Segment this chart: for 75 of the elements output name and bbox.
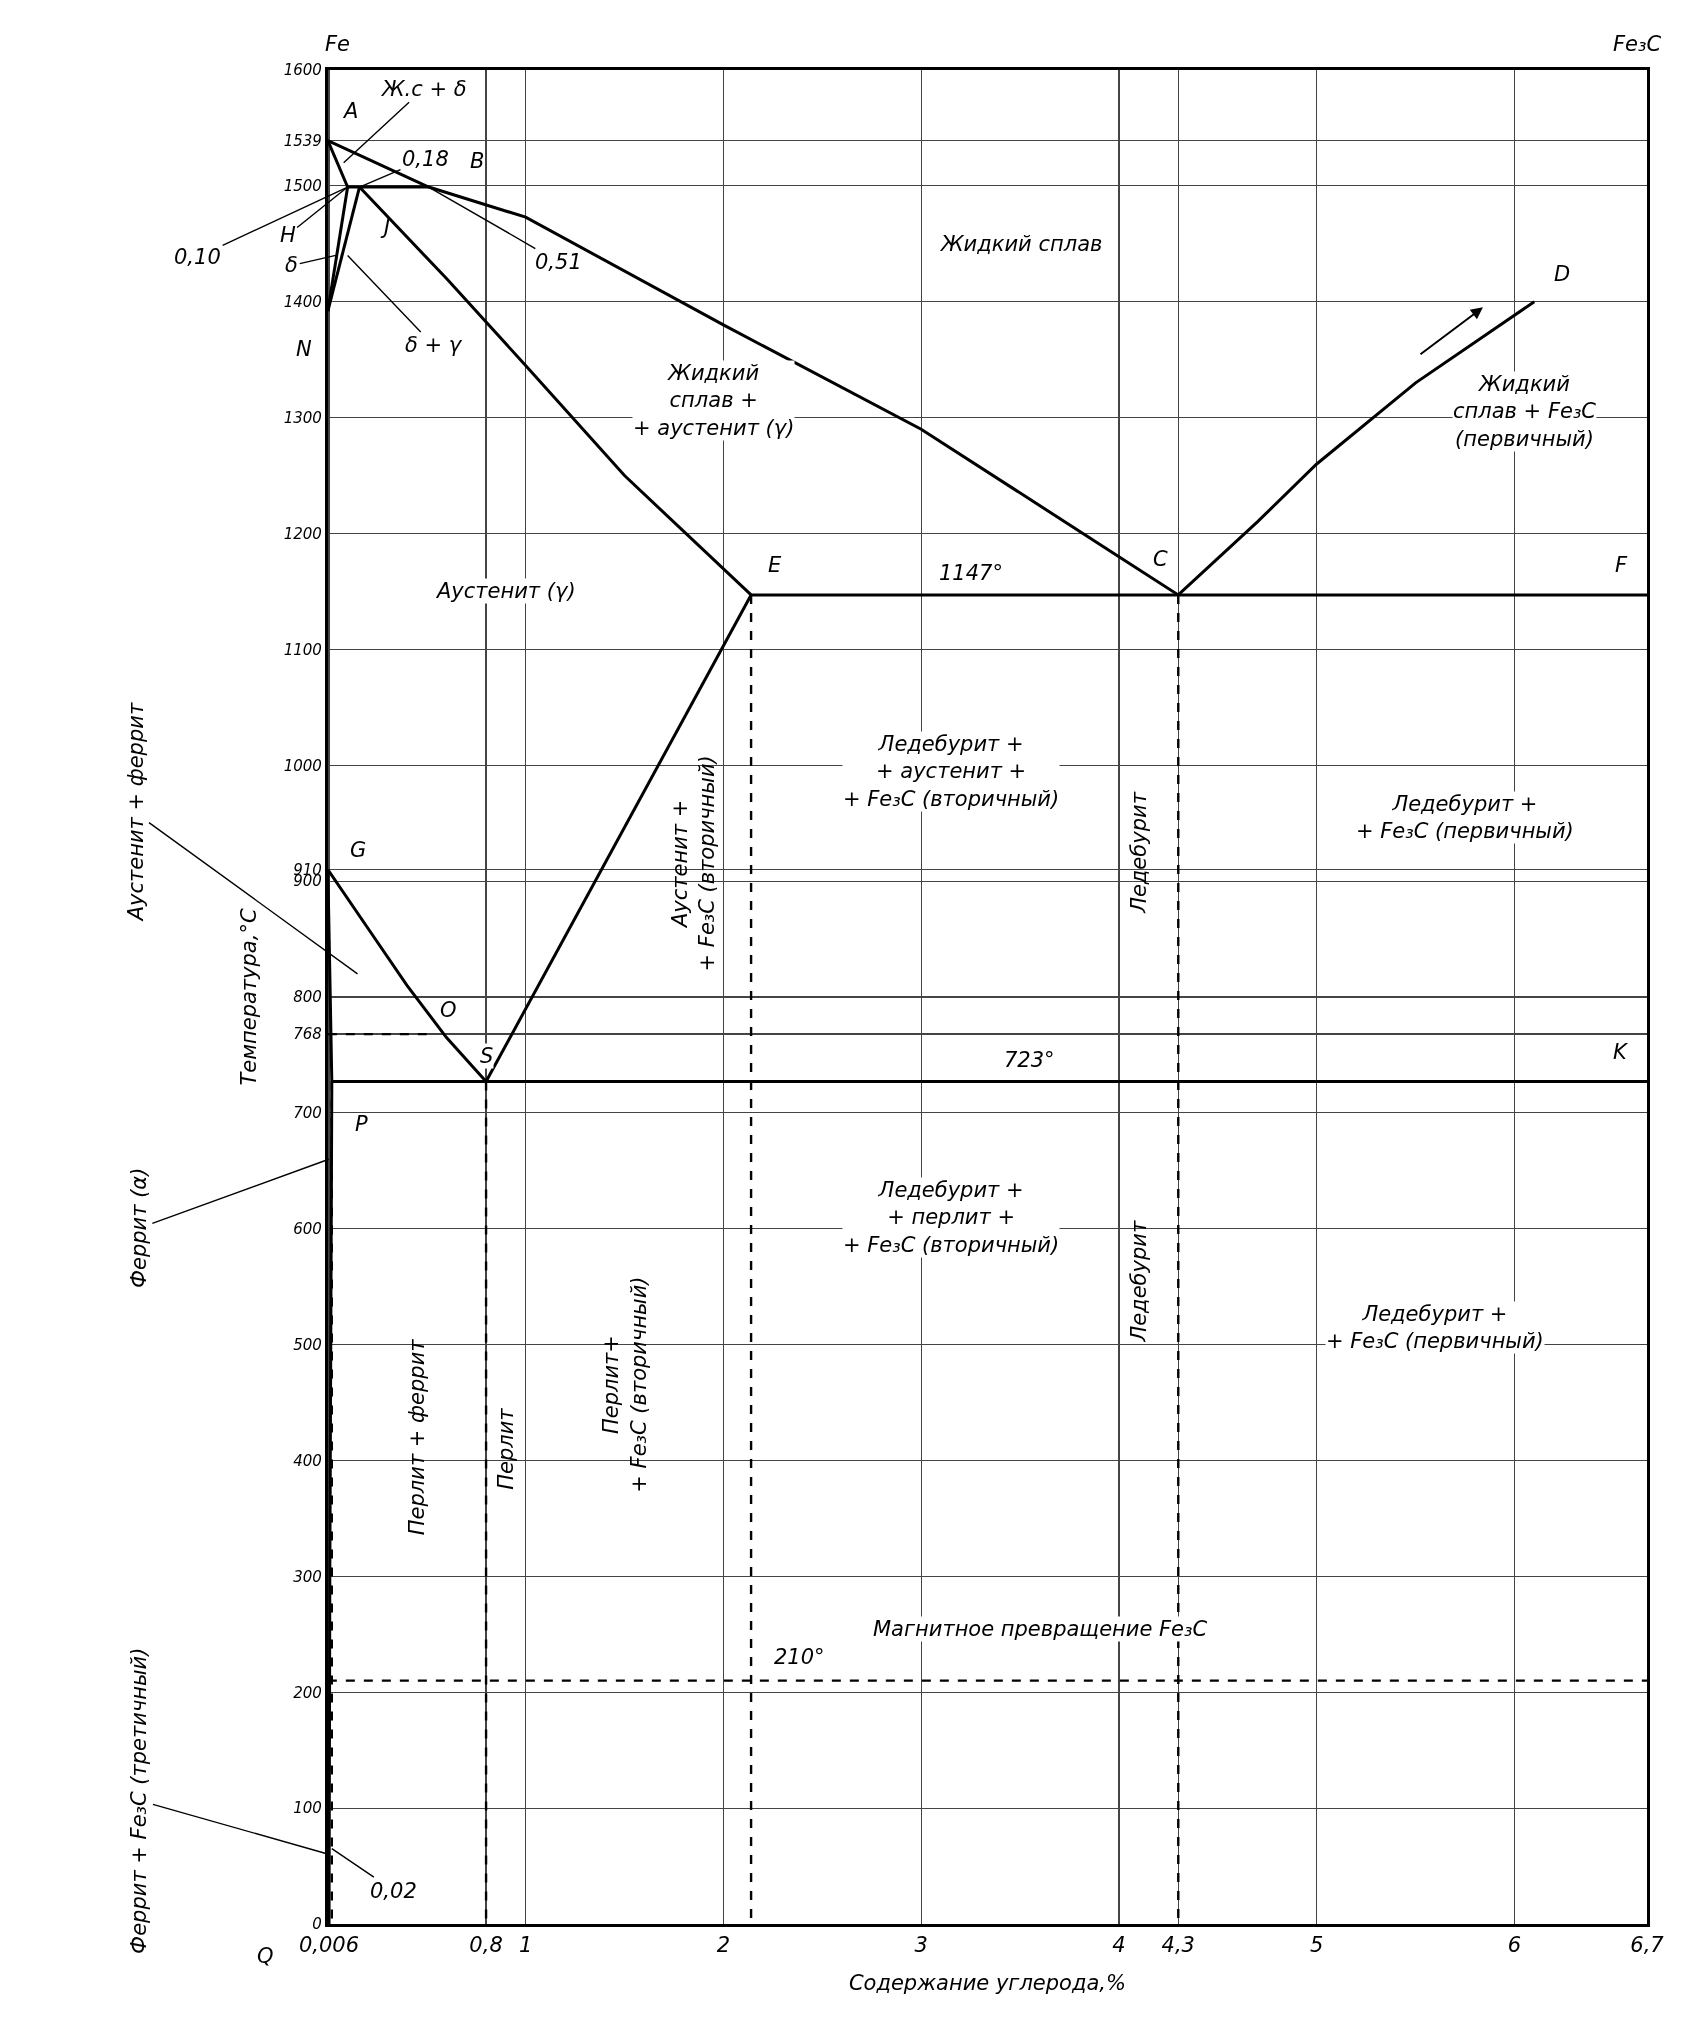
annotation: G [350, 838, 367, 862]
annotation: Ледебурит + + перлит + + Fe₃C (вторичный) [843, 1178, 1060, 1257]
y-tick-label: 200 [293, 1683, 322, 1702]
x-tick-label: 6,7 [1630, 1933, 1665, 1958]
annotation: Перлит+ + Fe₃C (вторичный) [599, 1276, 651, 1493]
y-tick-label: 1000 [283, 756, 322, 775]
annotation: 0,18 [402, 147, 449, 171]
annotation: D [1554, 262, 1571, 286]
annotation: F [1615, 553, 1628, 577]
annotation: Перлит + феррит [404, 1338, 429, 1536]
annotation: Ледебурит [1126, 1220, 1151, 1343]
annotation: Q [257, 1944, 274, 1968]
y-tick-label: 100 [293, 1799, 322, 1818]
y-tick-label: 1100 [283, 640, 322, 659]
y-tick-label: 600 [293, 1220, 322, 1238]
text: Fe [325, 32, 350, 56]
annotation: 723° [1004, 1048, 1055, 1072]
annotation: E [768, 553, 782, 577]
y-tick-label: 300 [293, 1567, 322, 1586]
annotation: Ж.с + δ [380, 77, 467, 101]
annotation: Ледебурит + + Fe₃C (первичный) [1356, 792, 1574, 844]
annotation: δ [285, 253, 298, 277]
annotation: J [380, 215, 391, 239]
x-tick-label: 6 [1507, 1933, 1522, 1958]
x-axis-title: Содержание углерода,% [848, 1971, 1126, 1996]
annotation: Аустенит + + Fe₃C (вторичный) [667, 755, 720, 972]
x-tick-label: 0,8 [469, 1933, 503, 1958]
x-tick-label: 3 [914, 1933, 928, 1958]
x-tick-label: 4 [1112, 1933, 1126, 1958]
y-tick-label: 1600 [283, 61, 322, 80]
x-tick-label: 4,3 [1161, 1933, 1195, 1958]
annotation: N [296, 337, 312, 361]
annotation: 1147° [939, 561, 1003, 585]
annotation: Жидкий сплав + Fe₃C (первичный) [1453, 372, 1597, 451]
annotation: A [342, 99, 359, 123]
annotation: B [470, 149, 485, 173]
annotation: C [1153, 547, 1168, 571]
annotation: Магнитное превращение Fe₃C [873, 1617, 1208, 1641]
text: Fe₃C [1613, 32, 1662, 56]
ref-line-label: 210° [774, 1645, 825, 1669]
annotation: Феррит (α) [126, 1167, 151, 1289]
y-tick-label: 1500 [283, 177, 322, 196]
annotation: Жидкий сплав + + аустенит (γ) [633, 361, 795, 440]
annotation: Ледебурит + + аустенит + + Fe₃C (вторичный) [843, 732, 1060, 811]
annotation: δ + γ [405, 333, 463, 357]
annotation: Аустенит (γ) [435, 579, 576, 603]
annotation: Перлит [493, 1407, 518, 1490]
x-tick-label: 5 [1310, 1933, 1324, 1958]
x-tick-label: 1 [518, 1933, 533, 1958]
y-tick-label: 500 [293, 1335, 322, 1354]
annotation: K [1613, 1040, 1629, 1064]
y-tick-label: 0 [312, 1915, 322, 1934]
annotation: 0,10 [174, 245, 221, 269]
annotation: Ледебурит [1126, 791, 1151, 914]
y-tick-label: 1200 [283, 524, 322, 543]
y-axis-title: Температура,°С [236, 908, 261, 1086]
y-tick-label: 1539 [283, 131, 322, 150]
annotation: Ледебурит + + Fe₃C (первичный) [1326, 1302, 1544, 1354]
y-tick-label: 768 [293, 1025, 322, 1044]
annotation: O [440, 998, 457, 1022]
y-tick-label: 400 [293, 1451, 322, 1470]
annotation: Феррит + Fe₃C (третичный) [126, 1647, 151, 1954]
y-tick-label: 700 [293, 1104, 322, 1123]
annotation: 0,02 [370, 1879, 417, 1903]
annotation: S [480, 1044, 494, 1068]
x-tick-label: 2 [716, 1933, 731, 1958]
y-tick-label: 1300 [283, 408, 322, 427]
annotation: 0,51 [535, 250, 582, 274]
annotation: H [280, 223, 296, 247]
text: Аустенит + феррит [123, 702, 148, 923]
annotation: Жидкий сплав [939, 232, 1103, 256]
y-tick-label: 1400 [283, 293, 322, 311]
x-tick-label: 0,006 [298, 1933, 360, 1958]
annotation: P [355, 1112, 368, 1136]
y-tick-label: 800 [293, 988, 322, 1007]
